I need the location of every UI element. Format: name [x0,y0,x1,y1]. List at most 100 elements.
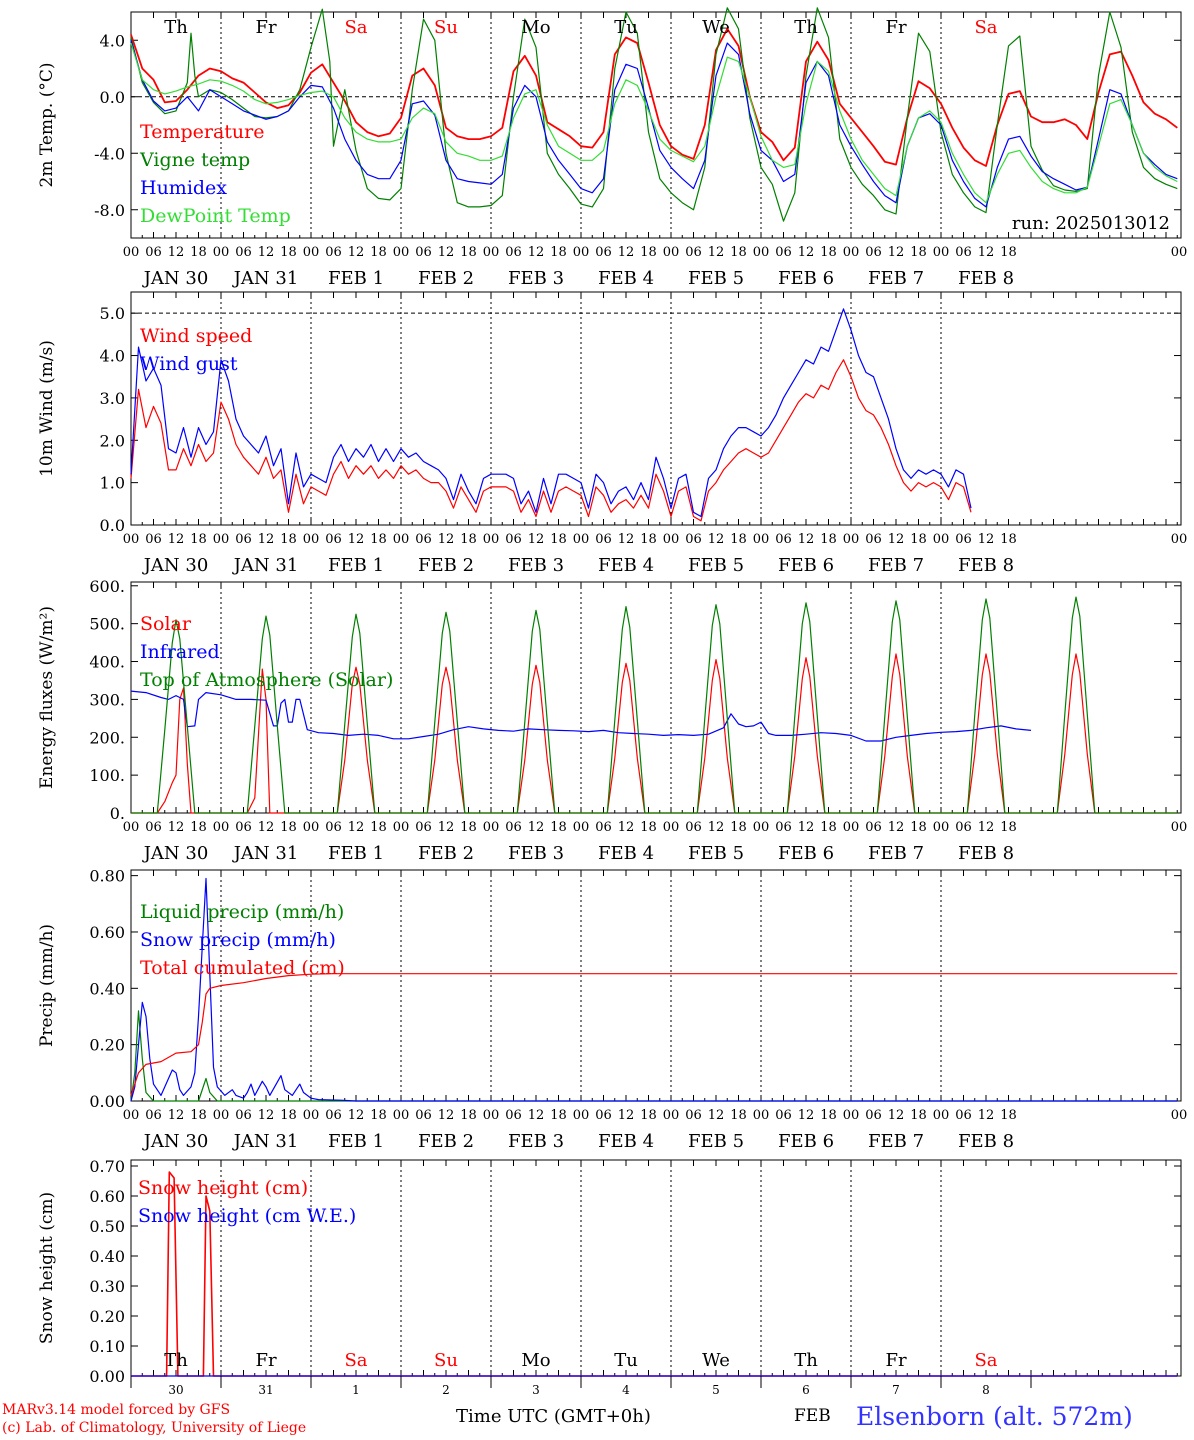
x-hour-label: 18 [370,245,387,260]
y-tick-label: 600. [89,577,125,596]
y-axis-label: Energy fluxes (W/m²) [37,606,57,789]
legend-entry: DewPoint Temp [140,205,291,227]
x-hour-label: 18 [460,820,477,835]
x-hour-label: 00 [843,245,860,260]
legend-entry: Top of Atmosphere (Solar) [140,669,393,691]
x-hour-label: 12 [708,1108,725,1123]
series-line-snow-height-cm- [131,1171,1178,1377]
x-hour-label: 18 [190,820,207,835]
x-hour-label: 12 [258,1108,275,1123]
x-hour-label: 18 [910,820,927,835]
legend-entry: Liquid precip (mm/h) [140,901,344,923]
x-hour-label: 06 [685,245,702,260]
y-tick-label: 0.0 [100,88,125,107]
x-hour-label: 06 [775,245,792,260]
x-hour-label: 00 [123,1108,140,1123]
legend-entry: Vigne temp [139,149,250,171]
panel-3: 0. 100. 200. 300. 400. 500. 600. Energy fluxes … [37,577,1187,864]
x-hour-label: 06 [505,532,522,547]
x-hour-label: 00 [393,820,410,835]
x-hour-label: 18 [550,820,567,835]
x-date-label: FEB 6 [778,843,834,864]
x-date-label: FEB 4 [598,555,654,576]
x-hour-label: 18 [910,532,927,547]
x-hour-label: 12 [438,532,455,547]
x-hour-label: 00 [753,820,770,835]
x-hour-label: 18 [280,1108,297,1123]
series-line-wind-gust [130,308,972,518]
x-hour-label: 00 [123,532,140,547]
weekday-label: Fr [885,17,906,38]
x-hour-label: 12 [528,1108,545,1123]
y-tick-label: 0.20 [89,1307,125,1326]
x-hour-label: 00 [1171,532,1188,547]
x-hour-label: 12 [258,820,275,835]
x-hour-label: 12 [528,820,545,835]
x-hour-label: 12 [888,820,905,835]
legend-entry: Wind speed [140,325,252,347]
x-hour-label: 12 [348,245,365,260]
day-number-label: 8 [982,1383,990,1397]
day-number-label: 1 [352,1383,360,1397]
legend-entry: Temperature [140,121,264,143]
x-hour-label: 18 [280,245,297,260]
x-date-label: JAN 30 [142,555,209,576]
x-hour-label: 06 [865,532,882,547]
x-date-label: FEB 5 [688,1131,744,1152]
x-date-label: FEB 7 [868,268,924,289]
y-tick-label: 4.0 [100,31,125,50]
series-line-snow-precip-mm-h- [130,877,1178,1102]
x-hour-label: 18 [550,245,567,260]
x-hour-label: 06 [145,820,162,835]
x-hour-label: 12 [708,820,725,835]
x-hour-label: 06 [595,820,612,835]
x-date-label: FEB 8 [958,555,1014,576]
x-hour-label: 12 [438,820,455,835]
x-hour-label: 12 [708,245,725,260]
x-hour-label: 12 [618,245,635,260]
x-date-label: FEB 7 [868,555,924,576]
x-date-label: FEB 2 [418,843,474,864]
y-tick-label: 200. [89,728,125,747]
x-hour-label: 06 [595,532,612,547]
day-number-label: 6 [802,1383,810,1397]
x-hour-label: 00 [213,532,230,547]
legend-entry: Snow height (cm) [138,1177,308,1199]
run-label: run: 2025013012 [1012,213,1170,234]
x-date-label: FEB 2 [418,1131,474,1152]
y-axis-label: Snow height (cm) [37,1192,57,1344]
y-tick-label: 2.0 [100,431,125,450]
x-hour-label: 12 [888,532,905,547]
x-hour-label: 12 [528,245,545,260]
x-hour-label: 12 [438,1108,455,1123]
x-date-label: JAN 31 [232,1131,299,1152]
y-tick-label: 3.0 [100,389,125,408]
x-hour-label: 12 [348,820,365,835]
y-tick-label: 0.50 [89,1217,125,1236]
x-hour-label: 00 [123,820,140,835]
x-date-label: FEB 3 [508,268,564,289]
x-hour-label: 12 [798,1108,815,1123]
day-number-label: 31 [258,1383,273,1397]
x-hour-label: 12 [168,532,185,547]
x-hour-label: 00 [573,532,590,547]
x-hour-label: 06 [865,1108,882,1123]
y-tick-label: 0.40 [89,1247,125,1266]
weekday-label: Sa [974,1350,997,1371]
x-hour-label: 00 [753,245,770,260]
x-hour-label: 18 [460,245,477,260]
lab-credit: (c) Lab. of Climatology, University of L… [2,1420,307,1436]
x-hour-label: 00 [303,820,320,835]
weekday-label: Sa [344,17,367,38]
model-credit: MARv3.14 model forced by GFS [2,1402,231,1418]
plot-frame [130,291,1182,526]
x-hour-label: 18 [550,1108,567,1123]
y-tick-label: -8.0 [94,201,125,220]
weekday-label: Tu [614,17,638,38]
x-hour-label: 00 [933,1108,950,1123]
series-line-top-of-atmosphere-solar- [131,596,1178,814]
x-date-label: FEB 7 [868,843,924,864]
x-hour-label: 00 [843,820,860,835]
x-hour-label: 00 [483,245,500,260]
